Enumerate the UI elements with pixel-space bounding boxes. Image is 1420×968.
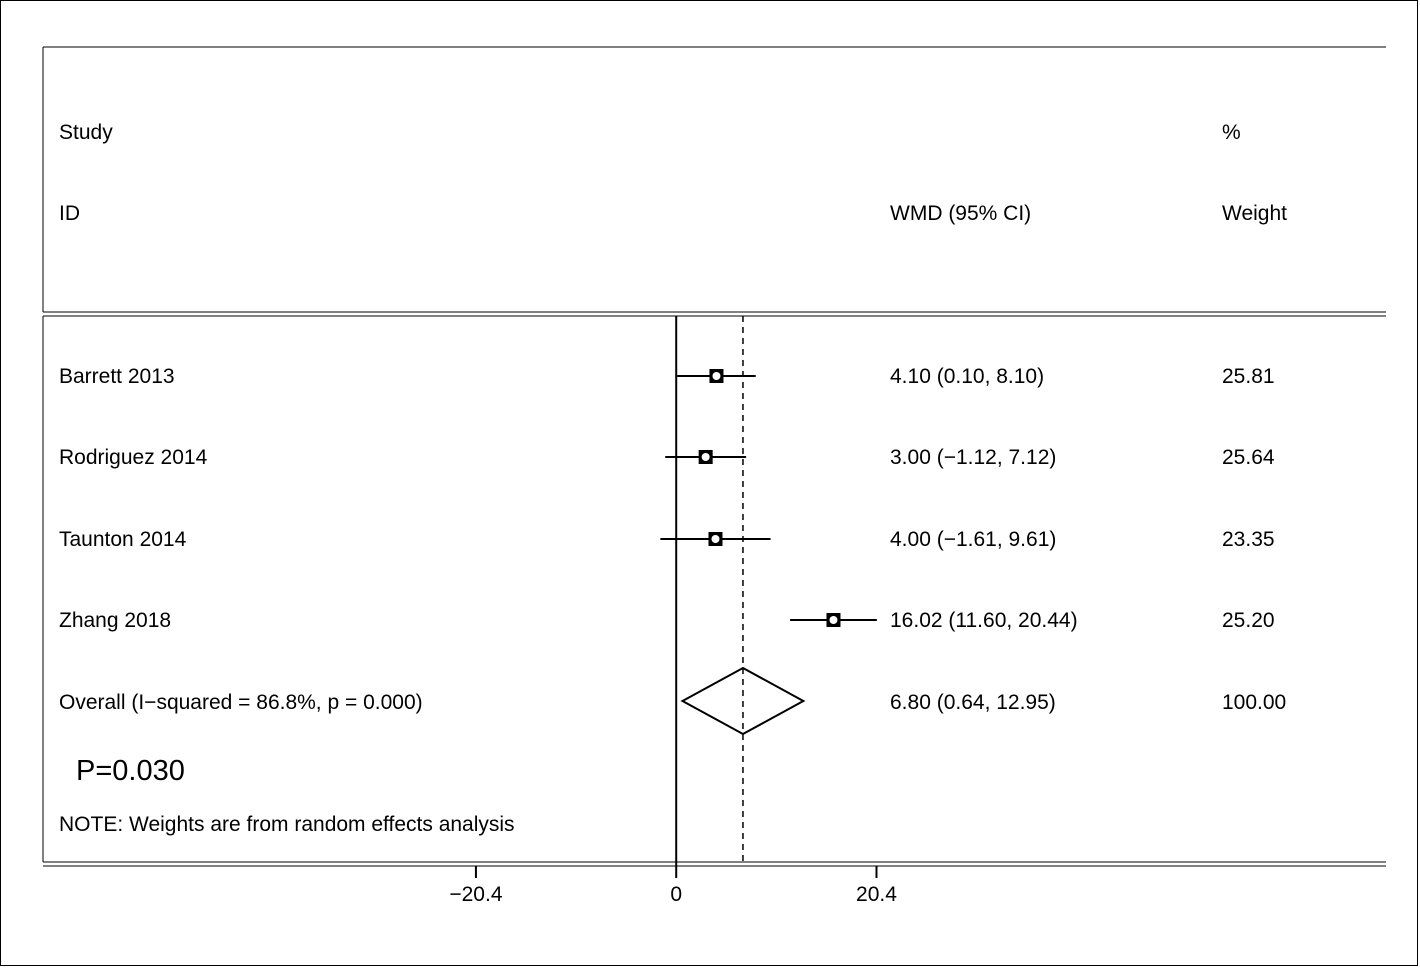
- header-id-label: ID: [59, 202, 80, 225]
- study-row: Barrett 2013 4.10 (0.10, 8.10) 25.81: [59, 365, 1275, 388]
- study-row: Taunton 2014 4.00 (−1.61, 9.61) 23.35: [59, 528, 1275, 551]
- point-estimate-marker: [711, 535, 720, 543]
- overall-weight: 100.00: [1222, 691, 1286, 714]
- study-rows: Barrett 2013 4.10 (0.10, 8.10) 25.81 Rodrig…: [59, 365, 1275, 632]
- overall-ci-text: 6.80 (0.64, 12.95): [890, 691, 1056, 714]
- header-weight-label: Weight: [1222, 202, 1287, 225]
- study-ci-text: 16.02 (11.60, 20.44): [890, 609, 1078, 632]
- x-tick-label: 20.4: [856, 883, 897, 906]
- study-weight: 25.20: [1222, 609, 1275, 632]
- overall-diamond: [680, 666, 806, 736]
- study-row: Rodriguez 2014 3.00 (−1.12, 7.12) 25.64: [59, 446, 1275, 469]
- header-study-label: Study: [59, 121, 113, 144]
- x-axis-ticks: −20.4 0 20.4: [449, 866, 897, 906]
- point-estimate-marker: [829, 616, 838, 624]
- study-weight: 25.64: [1222, 446, 1275, 469]
- point-estimate-marker: [712, 372, 721, 380]
- header-percent-label: %: [1222, 121, 1241, 144]
- study-ci-text: 4.10 (0.10, 8.10): [890, 365, 1044, 388]
- x-tick-label: 0: [670, 883, 682, 906]
- study-name: Barrett 2013: [59, 365, 175, 388]
- footnote: NOTE: Weights are from random effects an…: [59, 813, 515, 836]
- p-value-annotation: P=0.030: [76, 755, 185, 787]
- study-ci-text: 3.00 (−1.12, 7.12): [890, 446, 1056, 469]
- study-name: Rodriguez 2014: [59, 446, 208, 469]
- study-row: Zhang 2018 16.02 (11.60, 20.44) 25.20: [59, 609, 1275, 632]
- study-weight: 25.81: [1222, 365, 1275, 388]
- study-ci-text: 4.00 (−1.61, 9.61): [890, 528, 1056, 551]
- study-name: Taunton 2014: [59, 528, 187, 551]
- point-estimate-marker: [701, 453, 710, 461]
- x-tick-label: −20.4: [449, 883, 502, 906]
- study-name: Zhang 2018: [59, 609, 171, 632]
- study-weight: 23.35: [1222, 528, 1275, 551]
- overall-label: Overall (I−squared = 86.8%, p = 0.000): [59, 691, 423, 714]
- header-effect-label: WMD (95% CI): [890, 202, 1031, 225]
